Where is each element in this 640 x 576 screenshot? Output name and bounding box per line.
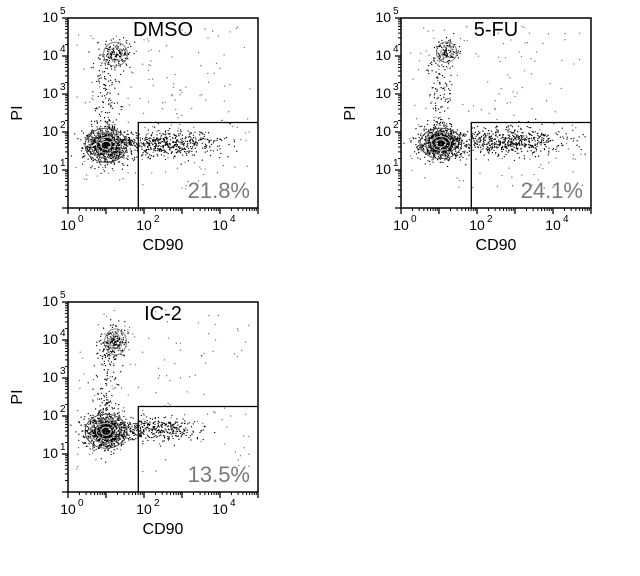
svg-text:10: 10: [545, 217, 561, 233]
svg-text:10: 10: [393, 217, 409, 233]
facs-plot-dmso: 101102103104105100102104PICD90DMSO21.8%: [4, 4, 294, 284]
svg-text:10: 10: [42, 123, 58, 139]
svg-text:3: 3: [393, 82, 399, 93]
panel-title: 5-FU: [474, 19, 518, 41]
svg-text:10: 10: [136, 217, 152, 233]
panel-title: DMSO: [133, 19, 193, 41]
y-axis-label: PI: [342, 105, 359, 120]
svg-text:10: 10: [375, 9, 391, 25]
panel-fiveFU: 101102103104105100102104PICD905-FU24.1%: [337, 4, 630, 288]
svg-text:10: 10: [375, 85, 391, 101]
svg-text:2: 2: [60, 120, 66, 131]
y-axis-label: PI: [9, 105, 26, 120]
svg-text:10: 10: [212, 217, 228, 233]
gate-percentage: 24.1%: [521, 178, 583, 203]
svg-text:10: 10: [60, 217, 76, 233]
svg-text:10: 10: [42, 47, 58, 63]
svg-text:2: 2: [487, 214, 493, 225]
svg-text:10: 10: [375, 47, 391, 63]
facs-plot-ic2: 101102103104105100102104PICD90IC-213.5%: [4, 288, 294, 568]
svg-text:2: 2: [393, 120, 399, 131]
svg-text:3: 3: [60, 82, 66, 93]
svg-text:4: 4: [60, 44, 66, 55]
svg-text:0: 0: [78, 214, 84, 225]
gate-percentage: 13.5%: [188, 462, 250, 487]
y-axis-label: PI: [9, 389, 26, 404]
svg-text:10: 10: [375, 123, 391, 139]
svg-text:0: 0: [411, 214, 417, 225]
svg-text:1: 1: [393, 158, 399, 169]
svg-text:4: 4: [563, 214, 569, 225]
svg-text:5: 5: [60, 6, 66, 17]
svg-text:4: 4: [230, 214, 236, 225]
svg-text:10: 10: [42, 161, 58, 177]
svg-text:10: 10: [42, 9, 58, 25]
facs-plot-fiveFU: 101102103104105100102104PICD905-FU24.1%: [337, 4, 627, 284]
x-axis-label: CD90: [476, 237, 517, 254]
svg-text:1: 1: [60, 158, 66, 169]
svg-text:5: 5: [393, 6, 399, 17]
svg-text:10: 10: [469, 217, 485, 233]
panel-title: IC-2: [144, 303, 182, 325]
svg-text:10: 10: [375, 161, 391, 177]
x-axis-label: CD90: [143, 237, 184, 254]
svg-text:4: 4: [393, 44, 399, 55]
panel-dmso: 101102103104105100102104PICD90DMSO21.8%: [4, 4, 297, 288]
gate-percentage: 21.8%: [188, 178, 250, 203]
svg-text:2: 2: [154, 214, 160, 225]
x-axis-label: CD90: [143, 521, 184, 538]
svg-text:10: 10: [42, 85, 58, 101]
panel-ic2: 101102103104105100102104PICD90IC-213.5%: [4, 288, 297, 572]
